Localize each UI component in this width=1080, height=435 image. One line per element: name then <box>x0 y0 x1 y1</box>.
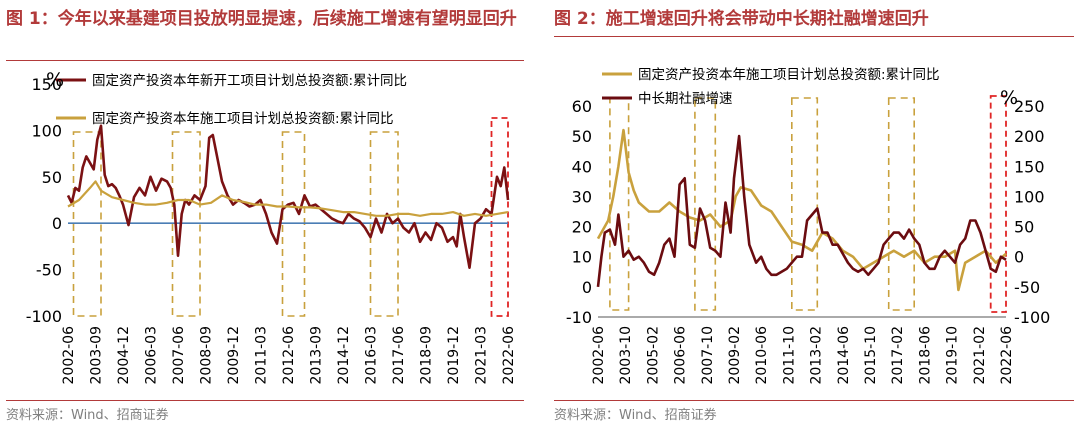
shaded-period-box-1 <box>694 97 717 311</box>
y-tick-label-3: 50 <box>42 168 62 187</box>
x-tick-label-15: 2022-06 <box>999 326 1015 385</box>
x-tick-label-1: 2003-09 <box>89 326 105 385</box>
x-tick-label-9: 2013-09 <box>309 326 325 385</box>
y-tick-label-3: 20 <box>572 218 592 237</box>
right-line-chart: -100102030405060-100-5005010015020025020… <box>566 67 1050 385</box>
series-line-0 <box>66 124 510 270</box>
x-tick-label-13: 2018-09 <box>419 326 435 385</box>
x-tick-label-6: 2009-12 <box>226 326 242 385</box>
x-tick-label-11: 2016-03 <box>364 326 380 385</box>
x-tick-label-0: 2002-06 <box>591 326 607 385</box>
shaded-period-box-2 <box>791 97 819 311</box>
x-tick-label-7: 2011-03 <box>254 326 270 385</box>
x-tick-label-1: 2003-10 <box>618 326 634 385</box>
y-right-tick-label-6: 200 <box>1014 127 1045 146</box>
x-tick-label-4: 2007-06 <box>171 326 187 385</box>
legend-label-1: 固定资产投资本年施工项目计划总投资额:累计同比 <box>92 111 394 127</box>
right-source-note: 资料来源：Wind、招商证券 <box>554 408 717 423</box>
x-tick-label-14: 2021-02 <box>972 326 988 385</box>
left-line-chart: -100 -50 0 50 100 150 2002-06 2003-09 2004-12 200… <box>26 69 517 385</box>
y-unit-label: % <box>1000 87 1018 109</box>
x-tick-label-7: 2011-10 <box>781 326 797 385</box>
y-right-tick-label-5: 150 <box>1014 157 1045 176</box>
y-right-tick-label-0: -100 <box>1014 308 1050 327</box>
x-tick-label-9: 2014-06 <box>836 326 852 385</box>
x-tick-label-5: 2009-02 <box>727 326 743 385</box>
x-tick-label-2: 2004-12 <box>116 326 132 385</box>
y-tick-label-7: 60 <box>572 97 592 116</box>
left-chart-title: 图 1：今年以来基建项目投放明显提速，后续施工增速有望明显回升 <box>6 9 517 29</box>
y-tick-label-1: 0 <box>582 278 592 297</box>
legend-label-1: 中长期社融增速 <box>638 91 733 107</box>
y-tick-label-6: 50 <box>572 127 592 146</box>
highlight-period-box <box>490 117 509 317</box>
x-tick-label-16: 2022-06 <box>501 326 517 385</box>
x-tick-label-15: 2021-03 <box>474 326 490 385</box>
y-right-tick-label-7: 250 <box>1014 97 1045 116</box>
y-tick-label-2: 0 <box>52 214 62 233</box>
y-tick-label-5: 40 <box>572 157 592 176</box>
x-tick-label-12: 2017-06 <box>391 326 407 385</box>
x-tick-label-6: 2010-06 <box>754 326 770 385</box>
left-source-note: 资料来源：Wind、招商证券 <box>6 408 169 423</box>
right-title-rule <box>554 36 1074 37</box>
y-tick-label-2: 10 <box>572 248 592 267</box>
left-title-rule <box>6 60 524 61</box>
x-tick-label-3: 2006-06 <box>673 326 689 385</box>
left-footer-rule <box>6 400 524 401</box>
legend-label-0: 固定资产投资本年新开工项目计划总投资额:累计同比 <box>92 73 407 89</box>
shaded-period-box-3 <box>887 97 916 311</box>
x-tick-label-0: 2002-06 <box>61 326 77 385</box>
y-right-tick-label-1: -50 <box>1014 278 1040 297</box>
y-tick-label-1: -50 <box>36 261 62 280</box>
x-tick-label-8: 2012-06 <box>281 326 297 385</box>
series-line-1 <box>67 180 509 217</box>
y-tick-label-4: 30 <box>572 187 592 206</box>
y-tick-label-0: -100 <box>26 307 62 326</box>
x-tick-label-2: 2005-02 <box>645 326 661 385</box>
right-footer-rule <box>554 400 1074 401</box>
x-tick-label-14: 2019-12 <box>446 326 462 385</box>
x-tick-label-5: 2008-09 <box>199 326 215 385</box>
y-tick-label-4: 100 <box>31 121 62 140</box>
x-tick-label-4: 2007-10 <box>700 326 716 385</box>
left-chart-panel: 图 1：今年以来基建项目投放明显提速，后续施工增速有望明显回升 -100 -50 0… <box>0 0 530 435</box>
series-line-1 <box>596 134 1007 288</box>
x-tick-label-3: 2006-03 <box>144 326 160 385</box>
shaded-period-box-0 <box>609 97 630 311</box>
highlight-period-box <box>989 95 1007 313</box>
right-chart-title: 图 2：施工增速回升将会带动中长期社融增速回升 <box>554 9 929 29</box>
y-unit-label: % <box>46 69 64 91</box>
x-tick-label-10: 2015-10 <box>863 326 879 385</box>
right-chart-panel: 图 2：施工增速回升将会带动中长期社融增速回升 -10 0 10 20 30 40 50 60… <box>548 0 1080 435</box>
y-tick-label-0: -10 <box>566 308 592 327</box>
y-tick-label-5: 150 <box>31 75 62 94</box>
x-tick-label-12: 2018-06 <box>917 326 933 385</box>
x-tick-label-13: 2019-10 <box>945 326 961 385</box>
x-tick-label-10: 2014-12 <box>336 326 352 385</box>
y-right-tick-label-3: 50 <box>1014 218 1034 237</box>
y-right-tick-label-2: 0 <box>1014 248 1024 267</box>
legend-label-0: 固定资产投资本年施工项目计划总投资额:累计同比 <box>638 67 940 83</box>
x-tick-label-11: 2017-02 <box>890 326 906 385</box>
x-tick-label-8: 2013-02 <box>809 326 825 385</box>
y-right-tick-label-4: 100 <box>1014 187 1045 206</box>
